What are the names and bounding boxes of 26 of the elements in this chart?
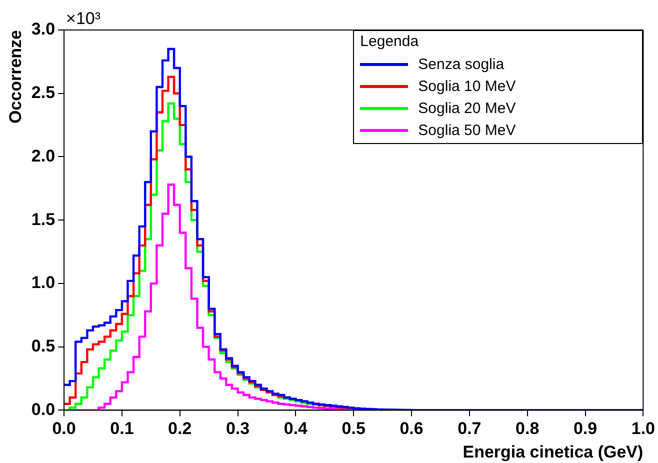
y-tick-label: 2.5 xyxy=(31,83,56,102)
x-tick-label: 0.2 xyxy=(168,419,192,438)
x-tick-label: 0.3 xyxy=(226,419,250,438)
legend-label: Senza soglia xyxy=(418,56,504,72)
x-axis-title: Energia cinetica (GeV) xyxy=(462,442,644,462)
legend-label: Soglia 50 MeV xyxy=(418,122,516,138)
x-tick-label: 0.0 xyxy=(52,419,76,438)
legend-label: Soglia 10 MeV xyxy=(418,78,516,94)
x-tick-label: 0.1 xyxy=(110,419,134,438)
x-tick-label: 0.7 xyxy=(458,419,482,438)
text: ×10³ xyxy=(66,9,101,28)
legend-title: Legenda xyxy=(360,33,420,50)
x-tick-label: 0.9 xyxy=(573,419,598,438)
x-tick-label: 1.0 xyxy=(631,419,656,438)
y-tick-label: 1.5 xyxy=(31,210,56,229)
y-tick-label: 0.0 xyxy=(31,400,56,419)
y-tick-label: 3.0 xyxy=(31,20,56,39)
x-tick-label: 0.4 xyxy=(284,419,308,438)
legend-label: Soglia 20 MeV xyxy=(418,100,516,116)
y-axis-title: Occorrenze xyxy=(6,30,25,124)
x-tick-label: 0.6 xyxy=(400,419,424,438)
y-tick-label: 0.5 xyxy=(31,336,56,356)
x-tick-label: 0.5 xyxy=(342,419,366,438)
y-tick-label: 1.0 xyxy=(31,273,56,292)
y-tick-label: 2.0 xyxy=(31,146,56,166)
x-tick-label: 0.8 xyxy=(516,419,540,438)
